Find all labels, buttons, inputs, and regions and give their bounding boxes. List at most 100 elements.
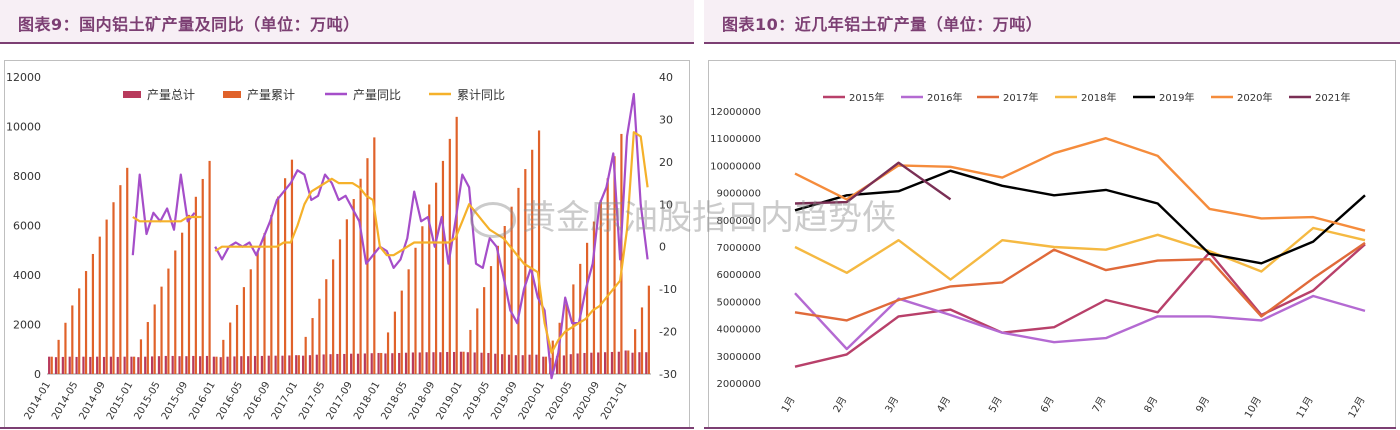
- bar-monthly: [439, 352, 442, 374]
- bar-monthly: [425, 352, 428, 374]
- bar-monthly: [514, 355, 517, 374]
- bar-cumulative: [407, 269, 410, 374]
- y-right-tick-label: 20: [659, 156, 673, 169]
- bar-monthly: [267, 355, 270, 374]
- bar-monthly: [404, 352, 408, 374]
- bar-cumulative: [537, 130, 541, 374]
- x-tick-label: 2017-01: [270, 380, 300, 422]
- bar-cumulative: [277, 196, 280, 374]
- legend-label: 产量累计: [247, 88, 295, 102]
- bar-cumulative: [400, 290, 403, 374]
- bar-cumulative: [441, 160, 445, 374]
- bar-cumulative: [249, 269, 252, 374]
- bar-monthly: [391, 353, 394, 374]
- series-line: [794, 243, 1366, 368]
- y-tick-label: 4000000: [716, 325, 761, 336]
- bar-monthly: [171, 355, 174, 374]
- legend-swatch: [223, 91, 241, 98]
- x-tick-label: 2020-01: [517, 380, 547, 422]
- x-tick-label: 2019-05: [462, 380, 492, 422]
- bar-cumulative: [462, 351, 465, 374]
- legend-label: 2015年: [849, 91, 884, 104]
- bar-monthly: [418, 352, 421, 374]
- bar-cumulative: [153, 304, 156, 374]
- bar-monthly: [487, 352, 490, 374]
- x-tick-label: 2月: [831, 395, 850, 415]
- line-yoy: [131, 92, 649, 380]
- y-left-tick-label: 6000: [13, 220, 41, 233]
- bar-cumulative: [78, 288, 81, 374]
- x-tick-label: 8月: [1142, 395, 1161, 415]
- bar-cumulative: [208, 160, 211, 374]
- bar-cumulative: [476, 308, 479, 374]
- bar-monthly: [597, 352, 600, 374]
- x-tick-label: 2017-05: [297, 380, 327, 422]
- bar-monthly: [494, 353, 497, 374]
- right-panel: 图表10：近几年铝土矿产量（单位：万吨） 2000000 3000000 40000…: [704, 0, 1400, 430]
- bar-monthly: [473, 352, 476, 374]
- legend-label: 2017年: [1003, 91, 1038, 104]
- bar-monthly: [446, 351, 449, 374]
- bar-cumulative: [393, 311, 397, 374]
- bar-monthly: [192, 355, 195, 374]
- bar-cumulative: [469, 329, 472, 374]
- bar-monthly: [603, 352, 607, 374]
- bar-monthly: [542, 356, 545, 374]
- x-tick-label: 12月: [1346, 395, 1368, 421]
- bar-monthly: [356, 353, 360, 374]
- bar-monthly: [624, 350, 627, 374]
- legend-label: 2016年: [927, 91, 962, 104]
- bar-cumulative: [139, 339, 143, 374]
- bar-cumulative: [572, 284, 575, 374]
- legend-swatch: [123, 91, 141, 98]
- bar-cumulative: [606, 178, 609, 374]
- y-tick-label: 11000000: [710, 134, 761, 145]
- bar-cumulative: [599, 200, 602, 374]
- legend-label: 2019年: [1159, 91, 1194, 104]
- bar-cumulative: [565, 304, 568, 374]
- x-tick-label: 2016-01: [187, 380, 217, 422]
- y-right-tick-label: 30: [659, 113, 673, 126]
- y-tick-label: 8000000: [716, 216, 761, 227]
- bar-cumulative: [174, 250, 177, 374]
- x-tick-label: 6月: [1038, 395, 1057, 415]
- x-tick-label: 5月: [986, 395, 1005, 415]
- x-tick-label: 2014-09: [78, 380, 108, 422]
- bar-monthly: [247, 356, 250, 374]
- bar-monthly: [555, 356, 559, 374]
- bar-monthly: [452, 351, 456, 374]
- bar-monthly: [150, 356, 154, 374]
- y-right-tick-label: 10: [659, 198, 673, 211]
- bar-cumulative: [84, 271, 88, 374]
- bar-cumulative: [242, 287, 246, 374]
- bar-monthly: [54, 357, 58, 374]
- bar-monthly: [205, 355, 209, 374]
- bar-cumulative: [57, 339, 60, 374]
- bar-cumulative: [345, 219, 348, 374]
- x-tick-label: 11月: [1294, 395, 1316, 421]
- bar-monthly: [137, 357, 140, 374]
- bar-cumulative: [359, 178, 362, 374]
- x-tick-label: 2014-01: [23, 380, 53, 422]
- left-title-bar: 图表9：国内铝土矿产量及同比（单位：万吨）: [0, 0, 694, 44]
- bar-cumulative: [544, 356, 548, 374]
- bar-monthly: [96, 356, 99, 374]
- bar-monthly: [322, 354, 325, 374]
- bar-monthly: [617, 351, 620, 374]
- bar-cumulative: [483, 287, 486, 374]
- bar-cumulative: [366, 158, 369, 374]
- x-tick-label: 2018-05: [380, 380, 410, 422]
- bar-monthly: [350, 353, 353, 374]
- bar-monthly: [370, 353, 373, 374]
- bar-monthly: [610, 351, 614, 374]
- bar-monthly: [48, 356, 51, 374]
- bar-cumulative: [283, 178, 287, 374]
- bar-monthly: [329, 354, 332, 374]
- x-tick-label: 2015-09: [160, 380, 190, 422]
- bar-monthly: [199, 356, 202, 374]
- bar-monthly: [295, 355, 298, 374]
- y-tick-label: 7000000: [716, 243, 761, 254]
- series-line: [794, 292, 1366, 351]
- legend-label: 2021年: [1315, 91, 1350, 104]
- bar-monthly: [384, 353, 387, 374]
